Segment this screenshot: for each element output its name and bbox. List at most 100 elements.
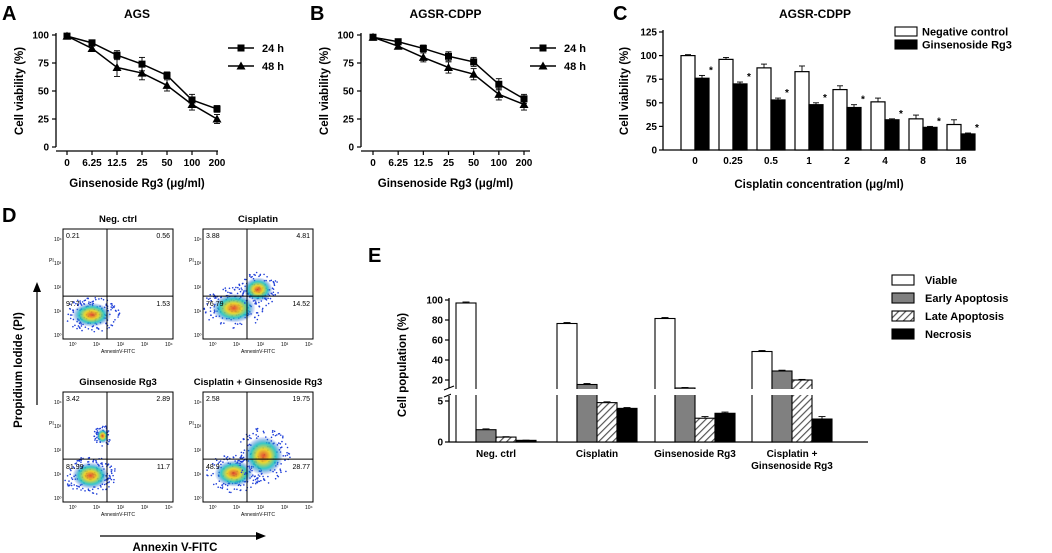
flow-dot (223, 322, 225, 324)
flow-dot (254, 478, 257, 481)
data-point (494, 89, 504, 98)
flow-dot (114, 309, 117, 312)
flow-dot (204, 311, 207, 314)
data-point (113, 51, 121, 59)
flow-axis-y-label: PI (49, 421, 54, 427)
flow-dot (105, 488, 107, 491)
flow-dot (96, 427, 99, 430)
series-24-h: 24 h (63, 32, 284, 113)
flow-dot (66, 320, 69, 322)
flow-dot-cloud (66, 297, 121, 333)
flow-dot (274, 477, 277, 480)
flow-dot (275, 471, 278, 474)
flow-dot (263, 431, 265, 434)
flow-dot (108, 440, 110, 443)
flow-dot (221, 486, 224, 488)
flow-dot (79, 301, 82, 304)
y-tick-label: 100 (32, 31, 49, 42)
series-ginsenoside-rg3: * * * * * * * * Ginsenoside Rg3 (694, 39, 1012, 151)
data-point (444, 62, 453, 71)
y-tick-label: 75 (38, 59, 50, 70)
flow-dot (102, 298, 105, 301)
flow-dot (112, 474, 114, 477)
data-point (138, 60, 146, 68)
x-tick-label: 0.5 (764, 156, 778, 167)
flow-x-decade: 10³ (281, 505, 289, 511)
flow-dot (69, 473, 72, 476)
y-axis-label: Cell viability (%) (319, 47, 331, 135)
flow-dot (265, 304, 267, 307)
flow-dot (236, 292, 239, 295)
flow-x-decade: 10¹ (93, 342, 101, 348)
flow-dot (220, 321, 222, 324)
flow-dot (271, 300, 273, 303)
flow-plot-title: Ginsenoside Rg3 (79, 377, 157, 388)
flow-dot (203, 308, 206, 310)
flow-dot (279, 469, 282, 472)
data-point (519, 99, 529, 108)
axis-break-mark (443, 385, 455, 391)
y-tick-label: 5 (437, 397, 443, 408)
flow-dot (108, 481, 111, 483)
flow-axis-x-label: AnnexinV-FITC (241, 512, 275, 518)
data-point (163, 71, 171, 79)
flow-dot (239, 290, 242, 293)
x-tick-label: 1 (806, 156, 812, 167)
y-axis-label: Cell viability (%) (14, 47, 26, 135)
flow-dot (77, 325, 80, 327)
quadrant-ul-value: 3.88 (206, 233, 220, 240)
flow-dot (262, 430, 265, 433)
x-tick-label: Cisplatin + (767, 449, 818, 460)
flow-dot (240, 471, 243, 474)
significance-marker: * (823, 93, 827, 104)
series-viable: Viable (455, 274, 957, 443)
data-point (393, 41, 403, 50)
flow-dense-core (72, 462, 109, 489)
x-tick-label: Neg. ctrl (476, 449, 516, 460)
flow-dot (93, 330, 96, 333)
flow-dot (248, 436, 251, 439)
flow-dot (112, 481, 115, 484)
bar (751, 350, 773, 443)
flow-dot (215, 459, 218, 462)
flow-x-decade: 10³ (141, 342, 149, 348)
flow-plot-cisplatin-ginsenoside-rg3: Cisplatin + Ginsenoside Rg3 2.58 19.75 48.9… (189, 377, 322, 518)
flow-dot (261, 307, 264, 310)
flow-dot (250, 437, 252, 440)
flow-dot (212, 472, 214, 475)
x-tick-label: 200 (516, 158, 533, 169)
flow-dot (287, 452, 290, 455)
flow-dot (209, 310, 212, 312)
flow-axis-y-label: PI (189, 421, 194, 427)
legend-marker (236, 61, 246, 70)
flow-dot (207, 474, 209, 477)
chart-c-cisplatin-bars: AGSR-CDPP 0 25 50 75 100 125 0 0.25 0.5 1 2 4 8 16 Cisp… (619, 7, 1012, 191)
flow-dot (224, 289, 227, 292)
flow-dot (108, 326, 110, 329)
flow-x-decade: 10² (117, 342, 125, 348)
bar (694, 77, 710, 151)
flow-dot (267, 302, 270, 305)
quadrant-lr-value: 1.53 (156, 301, 170, 308)
flow-dot (68, 485, 70, 487)
data-point (368, 32, 378, 41)
flow-plot-cisplatin: Cisplatin 3.88 4.81 76.79 14.52 PI AnnexinV-FI… (189, 214, 314, 355)
flow-dot (258, 275, 260, 278)
flow-dot (78, 486, 81, 488)
flow-dot (87, 489, 90, 492)
y-tick-label: 75 (646, 75, 658, 86)
flow-dot (73, 467, 76, 469)
significance-marker: * (975, 123, 979, 134)
flow-dot (257, 477, 259, 479)
flow-dot (256, 318, 259, 321)
flow-dot (113, 478, 115, 481)
flow-axis-x-label: AnnexinV-FITC (101, 512, 135, 518)
x-tick-label: 25 (443, 158, 455, 169)
flow-dot (274, 434, 277, 437)
y-tick-label: 75 (343, 59, 355, 70)
flow-dot (244, 472, 247, 474)
flow-dot (110, 324, 112, 326)
flow-dot (277, 433, 280, 435)
flow-dot (257, 435, 260, 438)
series-negative-control: Negative control (680, 26, 1008, 151)
